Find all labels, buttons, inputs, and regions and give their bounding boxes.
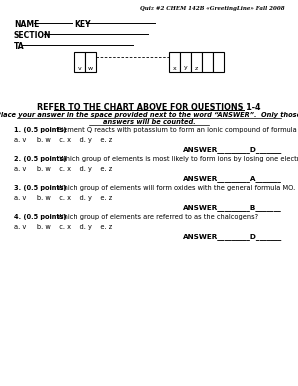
- Text: a. v     b. w    c. x    d. y    e. z: a. v b. w c. x d. y e. z: [14, 195, 112, 201]
- Text: ANSWER_________A_______: ANSWER_________A_______: [183, 175, 282, 182]
- Text: Place your answer in the space provided next to the word “ANSWER”.  Only those: Place your answer in the space provided …: [0, 112, 298, 118]
- Text: x: x: [173, 66, 176, 71]
- Bar: [85, 52, 96, 72]
- Text: REFER TO THE CHART ABOVE FOR QUESTIONS 1-4: REFER TO THE CHART ABOVE FOR QUESTIONS 1…: [37, 103, 261, 112]
- Bar: [169, 52, 180, 72]
- Text: 4. (0.5 points): 4. (0.5 points): [14, 214, 67, 220]
- Text: Element Q reacts with potassium to form an ionic compound of formula K₂Q.  Eleme: Element Q reacts with potassium to form …: [55, 127, 298, 133]
- Text: y: y: [184, 66, 187, 71]
- Text: answers will be counted.: answers will be counted.: [103, 119, 195, 125]
- Text: Which group of elements will form oxides with the general formula MO.: Which group of elements will form oxides…: [55, 185, 296, 191]
- Text: z: z: [195, 66, 198, 71]
- Text: Which group of elements is most likely to form ions by losing one electron?: Which group of elements is most likely t…: [55, 156, 298, 162]
- Bar: [74, 52, 85, 72]
- Text: a. v     b. w    c. x    d. y    e. z: a. v b. w c. x d. y e. z: [14, 137, 112, 143]
- Text: a. v     b. w    c. x    d. y    e. z: a. v b. w c. x d. y e. z: [14, 224, 112, 230]
- Text: a. v     b. w    c. x    d. y    e. z: a. v b. w c. x d. y e. z: [14, 166, 112, 172]
- Text: ANSWER_________D_______: ANSWER_________D_______: [183, 233, 282, 240]
- Bar: [202, 52, 213, 72]
- Text: SECTION: SECTION: [14, 31, 52, 40]
- Text: Quiz #2 CHEM 142B «GreetingLine» Fall 2008: Quiz #2 CHEM 142B «GreetingLine» Fall 20…: [140, 6, 285, 11]
- Text: w: w: [88, 66, 93, 71]
- Bar: [191, 52, 202, 72]
- Bar: [180, 52, 191, 72]
- Text: ANSWER_________B_______: ANSWER_________B_______: [183, 204, 282, 211]
- Text: 3. (0.5 points): 3. (0.5 points): [14, 185, 67, 191]
- Text: KEY: KEY: [74, 20, 91, 29]
- Text: ANSWER_________D_______: ANSWER_________D_______: [183, 146, 282, 153]
- Text: TA: TA: [14, 42, 25, 51]
- Text: Which group of elements are referred to as the chalcogens?: Which group of elements are referred to …: [55, 214, 258, 220]
- Text: v: v: [77, 66, 81, 71]
- Text: NAME: NAME: [14, 20, 39, 29]
- Text: 2. (0.5 points): 2. (0.5 points): [14, 156, 67, 162]
- Text: 1. (0.5 points): 1. (0.5 points): [14, 127, 67, 133]
- Bar: [213, 52, 224, 72]
